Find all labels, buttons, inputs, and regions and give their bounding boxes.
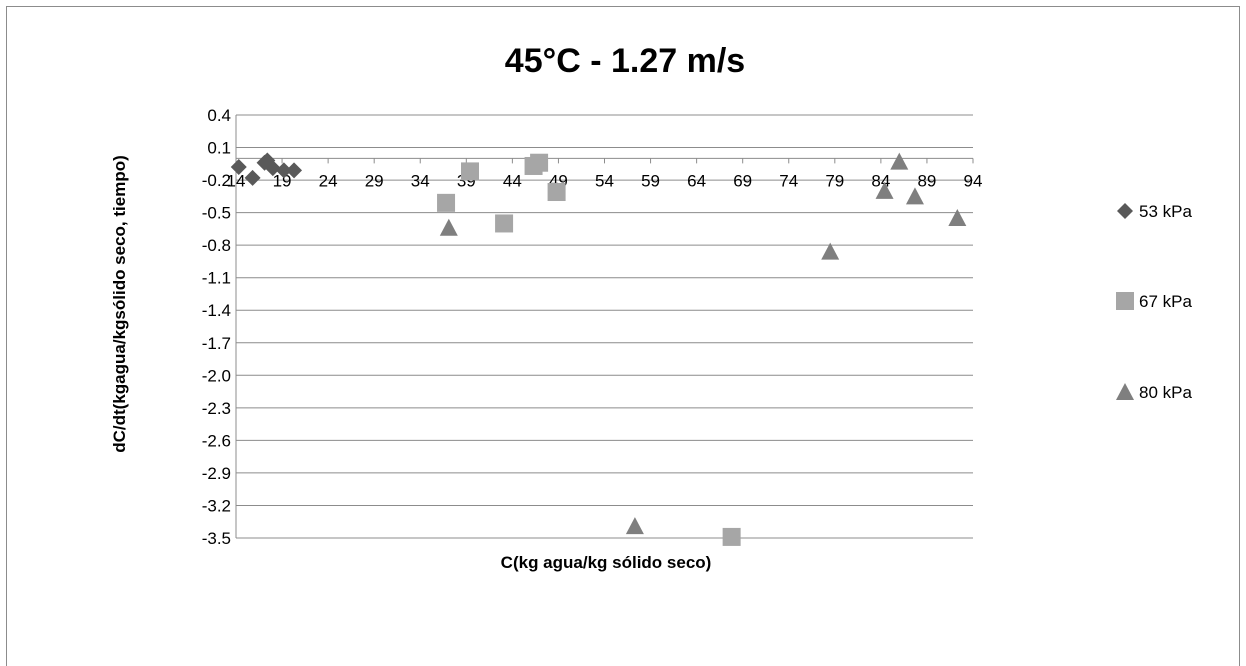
legend-item: 80 kPa bbox=[1116, 383, 1192, 402]
data-point bbox=[437, 193, 456, 212]
data-point bbox=[722, 527, 741, 546]
y-tick-label: -0.2 bbox=[202, 171, 231, 190]
x-tick-label: 19 bbox=[273, 171, 292, 190]
legend-label: 80 kPa bbox=[1139, 383, 1192, 402]
legend-item: 67 kPa bbox=[1116, 292, 1192, 311]
x-tick-label: 89 bbox=[917, 171, 936, 190]
y-tick-label: -1.4 bbox=[202, 301, 231, 320]
x-tick-label: 69 bbox=[733, 171, 752, 190]
x-tick-label: 24 bbox=[319, 171, 338, 190]
legend-marker bbox=[1117, 203, 1133, 219]
legend: 53 kPa 67 kPa 80 kPa bbox=[1116, 202, 1192, 402]
x-tick-label: 64 bbox=[687, 171, 706, 190]
y-tick-label: -3.2 bbox=[202, 496, 231, 515]
y-tick-label: -2.6 bbox=[202, 431, 231, 450]
data-point bbox=[905, 187, 924, 205]
data-point bbox=[875, 181, 894, 199]
x-tick-label: 79 bbox=[825, 171, 844, 190]
y-tick-label: -2.3 bbox=[202, 399, 231, 418]
gridlines bbox=[235, 114, 974, 539]
y-tick-label: -1.7 bbox=[202, 334, 231, 353]
legend-marker bbox=[1116, 292, 1134, 310]
legend-label: 67 kPa bbox=[1139, 292, 1192, 311]
data-point bbox=[275, 162, 292, 179]
legend-label: 53 kPa bbox=[1139, 202, 1192, 221]
data-point bbox=[264, 160, 281, 177]
data-point bbox=[244, 169, 261, 186]
data-point bbox=[439, 218, 458, 236]
x-tick-label: 74 bbox=[779, 171, 798, 190]
data-points bbox=[230, 152, 967, 546]
data-point bbox=[495, 214, 514, 233]
x-axis-title: C(kg agua/kg sólido seco) bbox=[501, 553, 712, 572]
legend-marker bbox=[1116, 383, 1134, 400]
x-tick-label: 94 bbox=[964, 171, 983, 190]
data-point bbox=[530, 153, 549, 172]
data-point bbox=[286, 162, 303, 179]
chart-area bbox=[6, 6, 1240, 666]
x-tick-label: 14 bbox=[227, 171, 246, 190]
y-tick-label: -0.5 bbox=[202, 204, 231, 223]
x-tick-label: 54 bbox=[595, 171, 614, 190]
y-tick-label: -3.5 bbox=[202, 529, 231, 548]
chart-title: 45°C - 1.27 m/s bbox=[505, 42, 745, 80]
y-axis-title: dC/dt(kgagua/kgsólido seco, tiempo) bbox=[110, 155, 129, 453]
data-point bbox=[890, 152, 909, 170]
y-tick-label: -2.9 bbox=[202, 464, 231, 483]
data-point bbox=[821, 242, 840, 260]
x-tick-label: 34 bbox=[411, 171, 430, 190]
y-tick-label: 0.1 bbox=[207, 139, 231, 158]
data-point bbox=[625, 517, 644, 535]
x-tick-label: 29 bbox=[365, 171, 384, 190]
data-point bbox=[460, 162, 479, 181]
data-point bbox=[948, 209, 967, 227]
data-point bbox=[547, 183, 566, 202]
y-tick-label: -1.1 bbox=[202, 269, 231, 288]
data-point bbox=[230, 159, 247, 176]
x-tick-label: 44 bbox=[503, 171, 522, 190]
tick-labels: 0.4 0.1 -0.2 -0.5 -0.8 -1.1 -1.4 -1.7 -2.0 -2.3 -2… bbox=[202, 106, 983, 548]
x-tick-label: 59 bbox=[641, 171, 660, 190]
y-tick-label: 0.4 bbox=[207, 106, 231, 125]
legend-item: 53 kPa bbox=[1117, 202, 1192, 221]
y-tick-label: -0.8 bbox=[202, 236, 231, 255]
y-tick-label: -2.0 bbox=[202, 366, 231, 385]
